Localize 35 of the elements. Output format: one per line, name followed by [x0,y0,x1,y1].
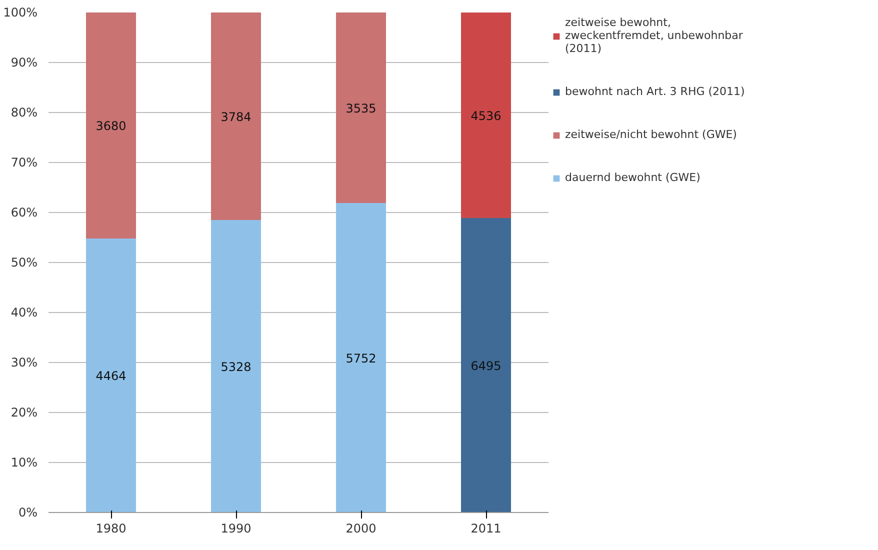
y-tick-label: 10% [10,456,38,470]
annotation: 5328 [220,360,252,374]
bar [336,203,386,512]
y-tick-label: 70% [10,156,38,170]
y-tick-label: 80% [10,106,38,120]
y-tick-label: 30% [10,356,38,370]
annotation: 4464 [96,369,126,383]
y-tick-label: 40% [10,306,38,320]
x-tick-label: 1990 [220,522,252,536]
y-tick-label: 100% [3,6,38,20]
annotation: 3680 [96,119,126,133]
annotation: 4536 [470,108,502,123]
annotation: 6495 [470,358,502,373]
bar [461,218,511,512]
bar [461,12,511,218]
y-tick-label: 60% [10,206,38,220]
legend-label: zeitweise bewohnt, zweckentfremdet, unbewohnbar (2011) [565,16,743,55]
x-tick-label: 1980 [96,522,126,536]
bar [211,12,261,220]
bar [211,220,261,512]
annotation: 3784 [220,110,252,124]
legend-label: zeitweise/nicht bewohnt (GWE) [565,128,737,141]
annotation: 5752 [346,351,376,366]
legend-label: bewohnt nach Art. 3 RHG (2011) [565,85,745,98]
x-tick-label: 2011 [470,522,502,536]
x-tick-label: 2000 [346,522,376,536]
bar [336,12,386,203]
y-tick-label: 0% [18,506,38,520]
y-tick-label: 50% [10,256,38,270]
y-tick-label: 20% [10,406,38,420]
annotation: 3535 [346,101,376,116]
bar [86,238,136,512]
bar [86,12,136,238]
y-tick-label: 90% [10,56,38,70]
legend-label: dauernd bewohnt (GWE) [565,171,700,184]
